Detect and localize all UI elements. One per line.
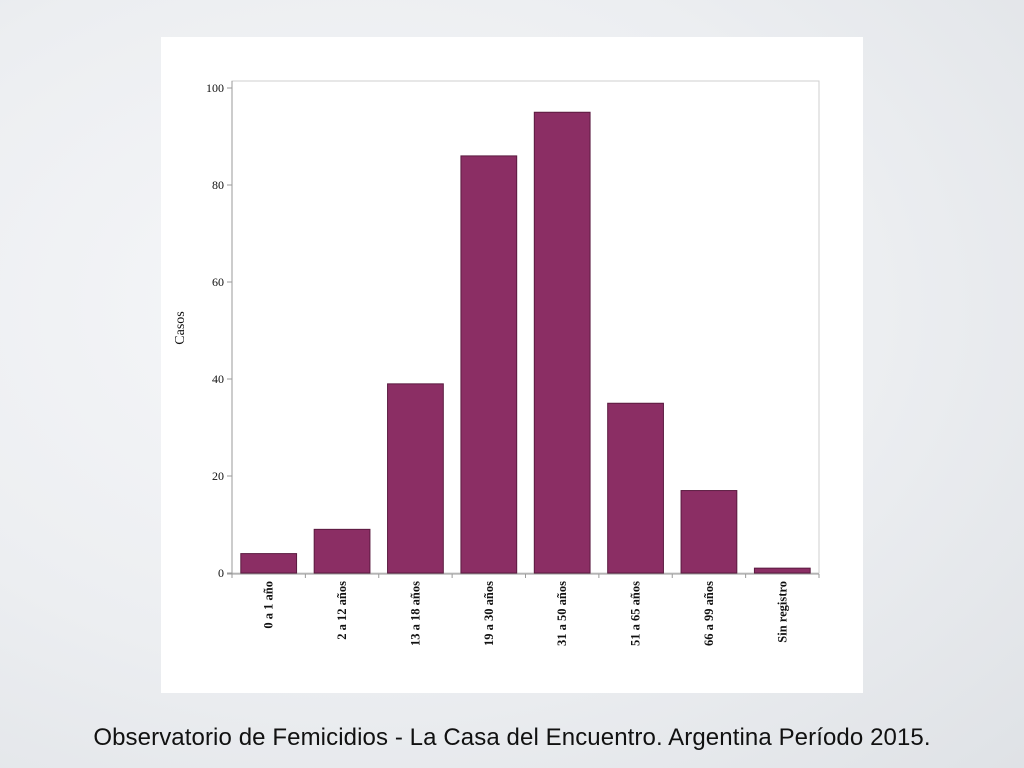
y-tick-label: 40 xyxy=(212,372,224,386)
y-ticks: 0 20 40 60 80 100 xyxy=(206,81,232,580)
y-tick-label: 20 xyxy=(212,469,224,483)
bar-5 xyxy=(607,402,664,574)
y-tick-label: 60 xyxy=(212,275,224,289)
x-category-label: 2 a 12 años xyxy=(335,581,349,640)
bar-2 xyxy=(387,383,444,574)
bars-layer xyxy=(240,111,811,574)
x-category-label: 0 a 1 año xyxy=(262,581,276,629)
x-category-label: 31 a 50 años xyxy=(555,581,569,646)
x-category-label: Sin registro xyxy=(775,581,789,643)
bar-6 xyxy=(680,490,738,574)
chart-card: 0 20 40 60 80 100 0 a 1 año 2 a 12 años 13 a 18… xyxy=(161,37,863,693)
x-category-label: 51 a 65 años xyxy=(629,581,643,646)
x-category-label: 19 a 30 años xyxy=(482,581,496,646)
x-category-label: 13 a 18 años xyxy=(408,581,422,646)
bar-1 xyxy=(313,528,371,574)
x-ticks: 0 a 1 año 2 a 12 años 13 a 18 años 19 a 30 … xyxy=(231,574,820,646)
y-tick-label: 100 xyxy=(206,81,224,95)
bar-7 xyxy=(753,567,811,574)
y-tick-label: 0 xyxy=(218,566,224,580)
x-category-label: 66 a 99 años xyxy=(702,581,716,646)
y-axis-title: Casos xyxy=(173,311,188,344)
bar-4 xyxy=(533,111,591,574)
bar-0 xyxy=(240,553,298,574)
footer-caption: Observatorio de Femicidios - La Casa del… xyxy=(93,724,931,751)
y-tick-label: 80 xyxy=(212,178,224,192)
bar-chart: 0 20 40 60 80 100 0 a 1 año 2 a 12 años 13 a 18… xyxy=(173,80,820,646)
bar-3 xyxy=(460,155,518,574)
